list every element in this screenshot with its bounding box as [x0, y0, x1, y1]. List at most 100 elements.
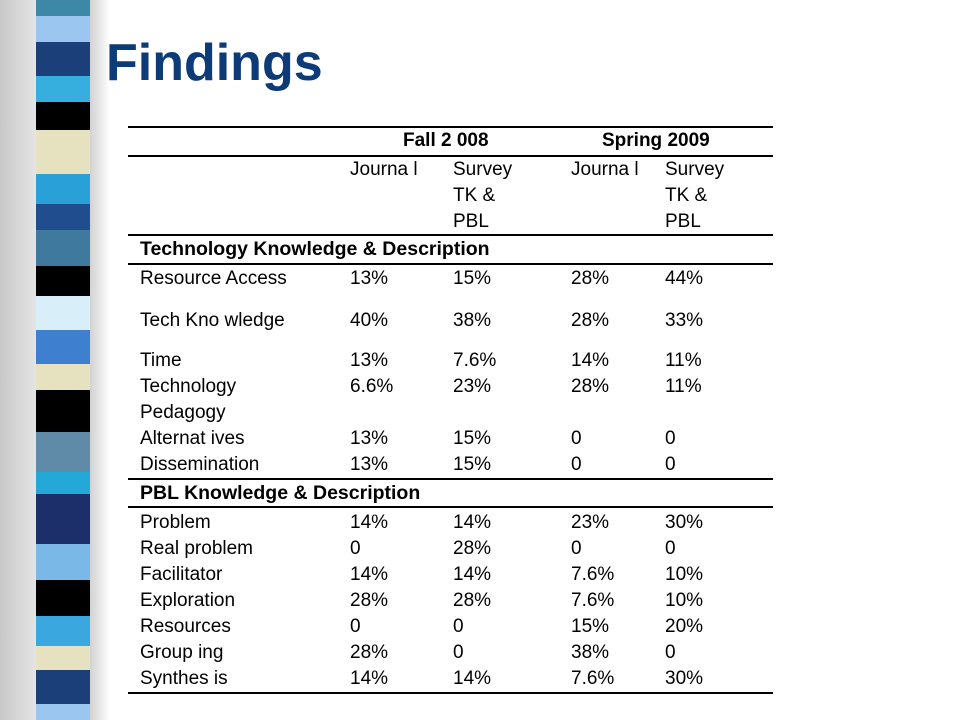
table-top-rule [128, 126, 773, 128]
strip-block [36, 204, 90, 230]
value-cell: 0 [350, 616, 361, 637]
value-cell: 0 [571, 538, 582, 559]
section-rule [128, 263, 773, 265]
row-label: Resources [140, 616, 231, 637]
row-label: Exploration [140, 590, 236, 611]
decorative-side-strip [0, 0, 110, 720]
table-bottom-rule [128, 692, 773, 694]
value-cell: 33% [665, 310, 704, 331]
value-cell: 14% [453, 668, 492, 689]
value-cell: 10% [665, 590, 704, 611]
value-cell: 13% [350, 350, 389, 371]
value-cell: 28% [453, 538, 492, 559]
section-title: Technology Knowledge & Description [140, 238, 490, 260]
strip-block [36, 670, 90, 704]
value-cell: 0 [571, 454, 582, 475]
value-cell: 0 [665, 538, 676, 559]
strip-block [36, 130, 90, 174]
value-cell: 15% [571, 616, 610, 637]
value-cell: 28% [571, 268, 610, 289]
value-cell: 7.6% [571, 590, 615, 611]
value-cell: 0 [350, 538, 361, 559]
strip-block [36, 330, 90, 364]
value-cell: 13% [350, 268, 389, 289]
column-header: PBL [453, 211, 489, 232]
row-label: Time [140, 350, 182, 371]
header-rule [128, 234, 773, 236]
value-cell: 30% [665, 512, 704, 533]
strip-block [36, 230, 90, 266]
row-label: Alternat ives [140, 428, 245, 449]
column-header: TK & [453, 185, 496, 206]
value-cell: 28% [350, 642, 389, 663]
value-cell: 14% [350, 668, 389, 689]
row-label: Pedagogy [140, 402, 226, 423]
section-title: PBL Knowledge & Description [140, 482, 421, 504]
findings-table: Fall 2 008 Spring 2009 Journa l Survey TK & P… [128, 126, 773, 694]
value-cell: 44% [665, 268, 704, 289]
value-cell: 28% [571, 310, 610, 331]
row-label: Dissemination [140, 454, 260, 475]
value-cell: 14% [453, 564, 492, 585]
value-cell: 14% [453, 512, 492, 533]
value-cell: 20% [665, 616, 704, 637]
value-cell: 14% [571, 350, 610, 371]
strip-fade [90, 0, 110, 720]
strip-block [36, 0, 90, 16]
column-header: PBL [665, 211, 701, 232]
strip-block [36, 616, 90, 646]
row-label: Facilitator [140, 564, 223, 585]
strip-block [36, 472, 90, 494]
value-cell: 0 [665, 428, 676, 449]
column-header: Journa l [350, 159, 418, 180]
section-rule [128, 506, 773, 508]
strip-block [36, 16, 90, 42]
value-cell: 0 [453, 616, 464, 637]
row-label: Technology [140, 376, 237, 397]
strip-block [36, 364, 90, 390]
strip-block [36, 494, 90, 544]
strip-block [36, 76, 90, 102]
value-cell: 0 [453, 642, 464, 663]
value-cell: 0 [571, 428, 582, 449]
value-cell: 28% [453, 590, 492, 611]
value-cell: 14% [350, 564, 389, 585]
value-cell: 7.6% [453, 350, 497, 371]
value-cell: 30% [665, 668, 704, 689]
strip-shadow [0, 0, 36, 720]
row-label: Problem [140, 512, 211, 533]
value-cell: 0 [665, 642, 676, 663]
column-header: Survey [665, 159, 725, 180]
strip-block [36, 580, 90, 616]
row-label: Synthes is [140, 668, 228, 689]
value-cell: 7.6% [571, 564, 615, 585]
value-cell: 11% [665, 350, 702, 371]
strip-block [36, 646, 90, 670]
value-cell: 15% [453, 428, 492, 449]
period-rule [128, 155, 773, 157]
strip-block [36, 174, 90, 204]
value-cell: 15% [453, 454, 492, 475]
row-label: Real problem [140, 538, 253, 559]
value-cell: 15% [453, 268, 492, 289]
value-cell: 23% [571, 512, 610, 533]
strip-block [36, 296, 90, 330]
strip-block [36, 102, 90, 130]
value-cell: 28% [571, 376, 610, 397]
strip-block [36, 266, 90, 296]
strip-block [36, 544, 90, 580]
value-cell: 40% [350, 310, 389, 331]
period-header: Spring 2009 [602, 130, 710, 151]
strip-block [36, 704, 90, 720]
value-cell: 38% [453, 310, 492, 331]
value-cell: 38% [571, 642, 610, 663]
period-header: Fall 2 008 [403, 130, 489, 151]
row-label: Resource Access [140, 268, 287, 289]
column-header: TK & [665, 185, 708, 206]
value-cell: 7.6% [571, 668, 615, 689]
column-header: Journa l [571, 159, 639, 180]
strip-block [36, 432, 90, 472]
value-cell: 10% [665, 564, 704, 585]
value-cell: 23% [453, 376, 492, 397]
value-cell: 6.6% [350, 376, 394, 397]
